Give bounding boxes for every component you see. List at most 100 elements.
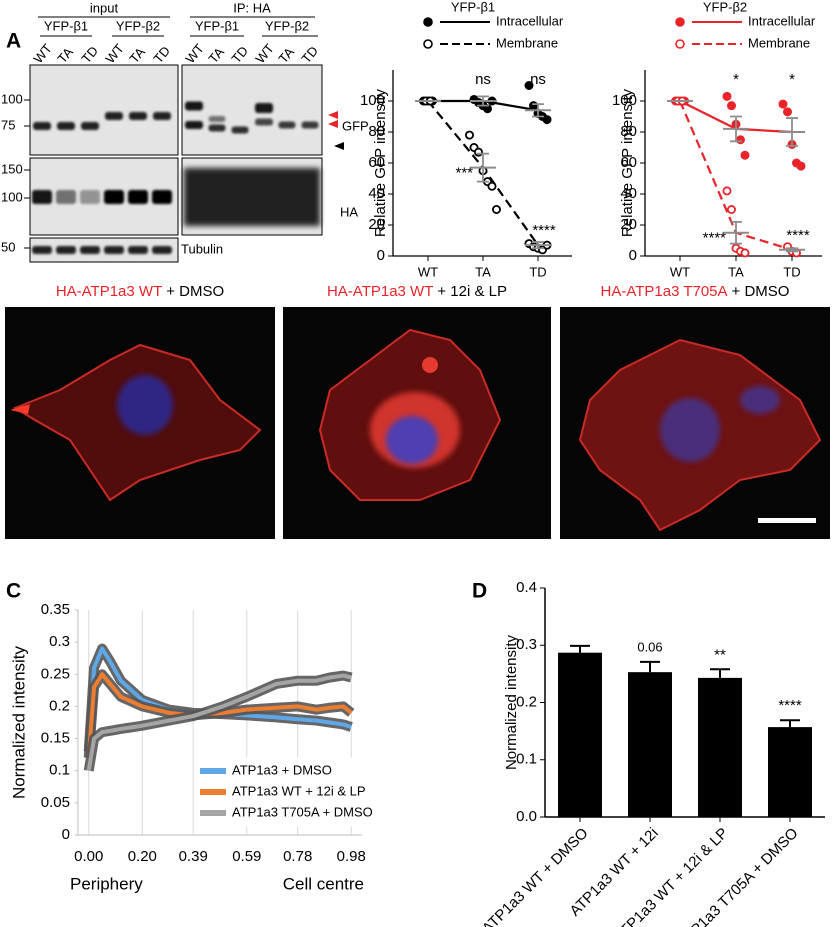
mw-marker: 150 <box>1 161 23 176</box>
image-title-red: HA-ATP1a3 WT <box>327 283 433 300</box>
data-point <box>727 101 737 111</box>
blot-group: YFP-β2 <box>116 18 160 33</box>
y-tick-label: 80 <box>620 123 637 140</box>
x-axis-label: Cell centre <box>283 874 364 893</box>
blot-row-label: Tubulin <box>181 241 223 256</box>
blot-group: YFP-β1 <box>44 18 88 33</box>
bar <box>698 677 742 817</box>
micrograph <box>560 307 830 539</box>
data-point <box>783 107 793 117</box>
blot-band <box>56 246 76 254</box>
data-point <box>529 101 539 111</box>
blot-group: YFP-β2 <box>265 18 309 33</box>
panel-letter: A <box>6 30 21 53</box>
blot-band <box>185 121 203 129</box>
annotation: **** <box>703 230 727 247</box>
legend-label: ATP1a3 + DMSO <box>232 762 332 777</box>
data-point <box>464 130 474 140</box>
lane-label: TD <box>150 43 173 66</box>
legend-label: ATP1a3 WT + 12i & LP <box>232 783 366 798</box>
y-tick-label: 0.1 <box>516 751 537 768</box>
error-bar <box>786 247 798 253</box>
error-bar <box>477 95 489 107</box>
lane-label: WT <box>252 41 277 66</box>
image-title: HA-ATP1a3 WT + 12i & LP <box>327 283 507 300</box>
y-tick-label: 0.05 <box>41 794 70 811</box>
error-bar <box>532 241 544 250</box>
error-bar <box>710 668 730 678</box>
blot-band <box>129 112 147 120</box>
blot-smear <box>184 168 320 226</box>
annotation: ns <box>475 71 491 88</box>
bar <box>558 652 602 817</box>
bar <box>628 672 672 817</box>
mw-marker: 75 <box>1 117 15 132</box>
legend-marker <box>675 17 685 27</box>
blot-band <box>104 190 124 204</box>
annotation: **** <box>778 697 802 714</box>
x-tick-label: 0.20 <box>128 848 157 865</box>
x-tick-label: TD <box>529 264 546 279</box>
y-tick-label: 0.3 <box>516 636 537 653</box>
image-title-red: HA-ATP1a3 WT <box>56 283 162 300</box>
x-tick-label: TD <box>783 264 800 279</box>
x-tick-label: 0.78 <box>283 848 312 865</box>
blot-band <box>104 246 124 254</box>
blot-band <box>208 124 226 132</box>
data-point <box>542 115 552 125</box>
y-tick-label: 80 <box>368 123 385 140</box>
lane-label: TA <box>126 44 148 66</box>
data-point <box>736 135 746 145</box>
blot-band <box>32 190 52 204</box>
data-point <box>740 248 750 258</box>
blot-band <box>80 190 100 204</box>
mw-marker: 100 <box>1 91 23 106</box>
y-tick-label: 0 <box>62 826 70 843</box>
lane-label: WT <box>102 41 127 66</box>
blot-band <box>105 112 123 120</box>
y-tick-label: 0.2 <box>49 697 70 714</box>
micrograph <box>5 307 275 539</box>
panel-letter: C <box>6 580 21 603</box>
image-title-black: + DMSO <box>166 283 224 300</box>
blot-band <box>255 118 273 126</box>
x-tick-label: 0.98 <box>337 848 366 865</box>
x-axis-label: Periphery <box>70 874 143 893</box>
image-title: HA-ATP1a3 WT + DMSO <box>56 283 224 300</box>
panel-letter: D <box>472 580 487 603</box>
blot-band <box>255 103 273 113</box>
y-tick-label: 60 <box>368 154 385 171</box>
chart-title: YFP-β1 <box>451 0 495 14</box>
lane-label: WT <box>182 41 207 66</box>
blot-band <box>185 101 203 111</box>
legend-label: Intracellular <box>748 13 816 28</box>
legend-label: Membrane <box>748 35 810 50</box>
y-tick-label: 100 <box>612 92 637 109</box>
blot-group: YFP-β1 <box>195 18 239 33</box>
bar <box>768 727 812 817</box>
annotation: * <box>733 71 739 88</box>
x-tick-label: ATP1a3 T705A + DMSO <box>675 825 802 927</box>
line <box>86 673 352 772</box>
mw-marker: 50 <box>1 239 15 254</box>
y-tick-label: 0.15 <box>41 730 70 747</box>
lane-label: TA <box>205 44 227 66</box>
error-bar <box>477 152 489 183</box>
blot-band <box>128 190 148 204</box>
legend-marker <box>675 39 685 49</box>
y-tick-label: 0.1 <box>49 762 70 779</box>
blot-row-label: HA <box>340 204 358 219</box>
blot-band <box>81 122 99 130</box>
error-bar <box>786 117 798 147</box>
blot-band <box>56 190 76 204</box>
lane-label: WT <box>30 41 55 66</box>
y-tick-label: 0.35 <box>41 601 70 618</box>
y-tick-label: 0.4 <box>516 579 537 596</box>
blot-band <box>32 246 52 254</box>
y-tick-label: 0.0 <box>516 808 537 825</box>
data-point <box>473 147 483 157</box>
y-tick-label: 0 <box>377 247 385 264</box>
data-point <box>487 181 497 191</box>
y-tick-label: 40 <box>620 185 637 202</box>
